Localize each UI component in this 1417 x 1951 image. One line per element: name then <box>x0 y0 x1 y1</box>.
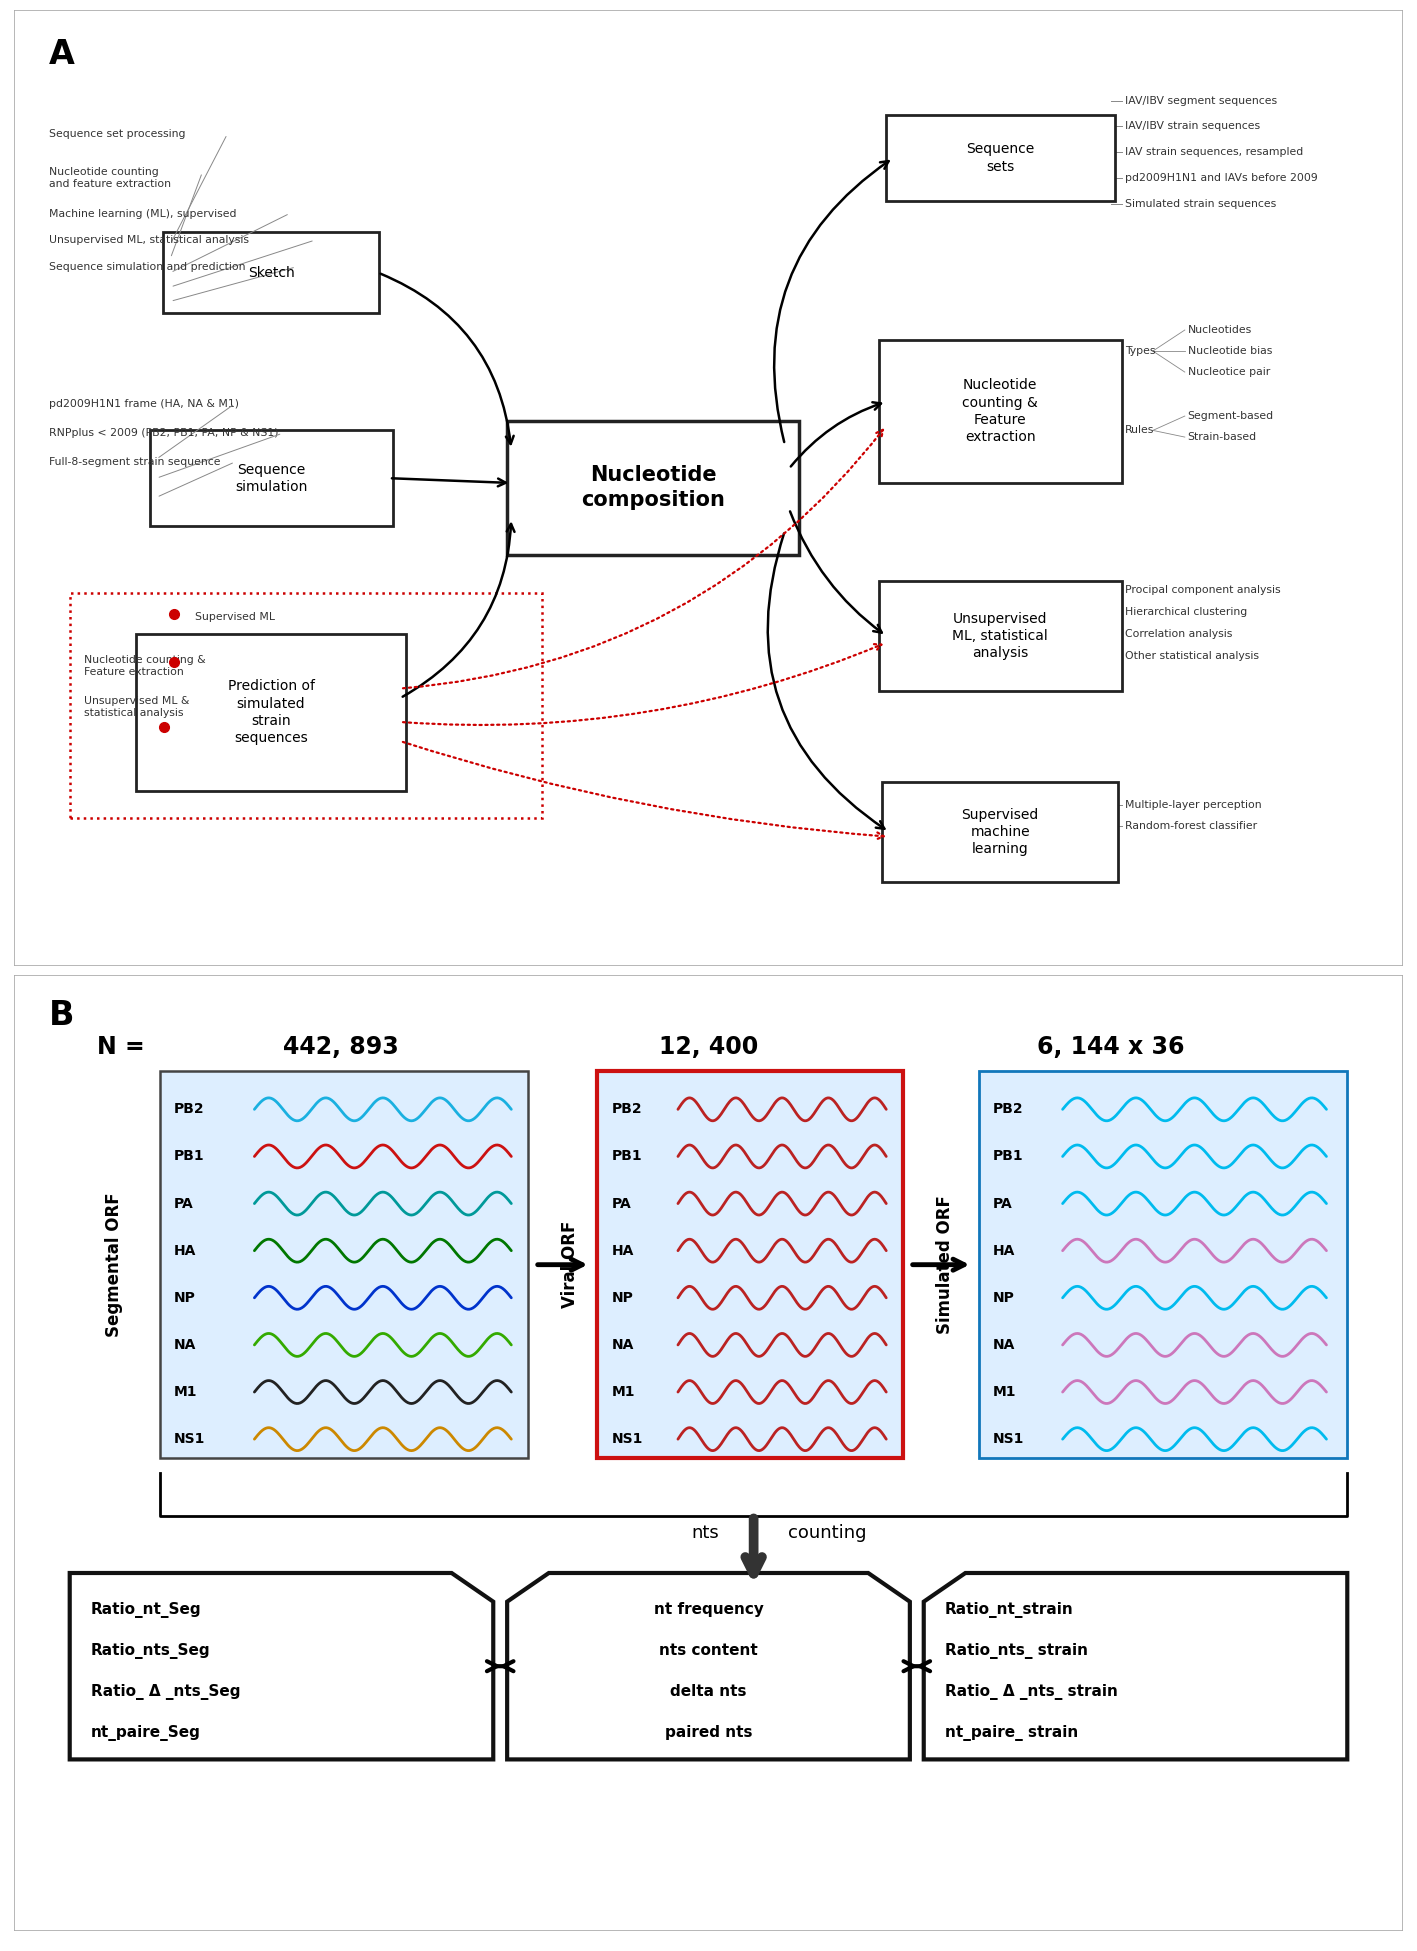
Text: HA: HA <box>993 1243 1016 1258</box>
Text: Multiple-layer perception: Multiple-layer perception <box>1125 800 1261 810</box>
Polygon shape <box>924 1573 1348 1760</box>
Text: Sketch: Sketch <box>248 265 295 279</box>
Text: nts content: nts content <box>659 1643 758 1658</box>
Text: B: B <box>48 999 74 1032</box>
Text: pd2009H1N1 and IAVs before 2009: pd2009H1N1 and IAVs before 2009 <box>1125 174 1318 183</box>
Text: IAV/IBV strain sequences: IAV/IBV strain sequences <box>1125 121 1260 131</box>
Text: Sequence
simulation: Sequence simulation <box>235 462 307 494</box>
Text: NS1: NS1 <box>611 1432 643 1446</box>
Text: Nucleotide bias: Nucleotide bias <box>1187 345 1272 355</box>
Text: Nucleotide
counting &
Feature
extraction: Nucleotide counting & Feature extraction <box>962 378 1039 445</box>
Text: Unsupervised ML &
statistical analysis: Unsupervised ML & statistical analysis <box>84 697 188 718</box>
Text: M1: M1 <box>174 1385 197 1399</box>
Text: pd2009H1N1 frame (HA, NA & M1): pd2009H1N1 frame (HA, NA & M1) <box>48 398 239 410</box>
Text: Random-forest classifier: Random-forest classifier <box>1125 821 1257 831</box>
Text: Segment-based: Segment-based <box>1187 412 1274 421</box>
Text: nt_paire_ strain: nt_paire_ strain <box>945 1725 1078 1740</box>
Text: Nucleotice pair: Nucleotice pair <box>1187 367 1270 377</box>
Text: PB1: PB1 <box>611 1149 642 1163</box>
Text: Nucleotides: Nucleotides <box>1187 326 1251 336</box>
Polygon shape <box>69 1573 493 1760</box>
Text: Supervised ML: Supervised ML <box>194 613 275 622</box>
Text: 12, 400: 12, 400 <box>659 1036 758 1059</box>
Text: Simulated ORF: Simulated ORF <box>935 1196 954 1334</box>
FancyBboxPatch shape <box>879 339 1122 484</box>
Text: Unsupervised ML, statistical analysis: Unsupervised ML, statistical analysis <box>48 236 249 246</box>
FancyBboxPatch shape <box>886 115 1115 201</box>
FancyBboxPatch shape <box>163 232 378 314</box>
Text: HA: HA <box>611 1243 633 1258</box>
Text: Other statistical analysis: Other statistical analysis <box>1125 652 1260 661</box>
Text: nt_paire_Seg: nt_paire_Seg <box>91 1725 200 1740</box>
FancyBboxPatch shape <box>879 581 1122 691</box>
Text: Sequence simulation and prediction: Sequence simulation and prediction <box>48 261 245 271</box>
Text: Ratio_nt_Seg: Ratio_nt_Seg <box>91 1602 201 1617</box>
Text: Nucleotide
composition: Nucleotide composition <box>581 466 726 509</box>
Text: Segmental ORF: Segmental ORF <box>105 1192 123 1336</box>
Text: Nucleotide counting &
Feature extraction: Nucleotide counting & Feature extraction <box>84 656 205 677</box>
Text: PB2: PB2 <box>174 1102 204 1116</box>
Text: Ratio_nts_ strain: Ratio_nts_ strain <box>945 1643 1088 1658</box>
FancyBboxPatch shape <box>881 782 1118 882</box>
Text: Ratio_ Δ _nts_ strain: Ratio_ Δ _nts_ strain <box>945 1684 1118 1699</box>
Text: delta nts: delta nts <box>670 1684 747 1699</box>
Text: IAV strain sequences, resampled: IAV strain sequences, resampled <box>1125 146 1304 158</box>
FancyBboxPatch shape <box>150 431 393 527</box>
Text: NP: NP <box>993 1292 1015 1305</box>
Text: Supervised
machine
learning: Supervised machine learning <box>962 808 1039 856</box>
Text: Prediction of
simulated
strain
sequences: Prediction of simulated strain sequences <box>228 679 315 745</box>
Text: PB1: PB1 <box>174 1149 204 1163</box>
Text: Rules: Rules <box>1125 425 1155 435</box>
Text: 6, 144 x 36: 6, 144 x 36 <box>1037 1036 1185 1059</box>
Bar <box>598 1071 903 1457</box>
Text: Types: Types <box>1125 345 1156 355</box>
Text: IAV/IBV segment sequences: IAV/IBV segment sequences <box>1125 96 1277 105</box>
Text: NA: NA <box>174 1338 196 1352</box>
Text: M1: M1 <box>993 1385 1016 1399</box>
Text: NS1: NS1 <box>993 1432 1024 1446</box>
Text: Full-8-segment strain sequence: Full-8-segment strain sequence <box>48 457 221 466</box>
Text: Sequence
sets: Sequence sets <box>966 142 1034 174</box>
Text: Ratio_ Δ _nts_Seg: Ratio_ Δ _nts_Seg <box>91 1684 239 1699</box>
Text: PB1: PB1 <box>993 1149 1024 1163</box>
Text: HA: HA <box>174 1243 196 1258</box>
Bar <box>979 1071 1348 1457</box>
Text: RNPplus < 2009 (PB2, PB1, PA, NP & NS1): RNPplus < 2009 (PB2, PB1, PA, NP & NS1) <box>48 429 278 439</box>
FancyBboxPatch shape <box>136 634 407 792</box>
Text: Ratio_nts_Seg: Ratio_nts_Seg <box>91 1643 210 1658</box>
Text: A: A <box>48 39 75 72</box>
Text: NA: NA <box>993 1338 1016 1352</box>
Text: Simulated strain sequences: Simulated strain sequences <box>1125 199 1277 209</box>
Text: NP: NP <box>174 1292 196 1305</box>
Text: nts: nts <box>691 1524 718 1541</box>
Text: NP: NP <box>611 1292 633 1305</box>
Text: Ratio_nt_strain: Ratio_nt_strain <box>945 1602 1073 1617</box>
Text: N =: N = <box>98 1036 145 1059</box>
Text: M1: M1 <box>611 1385 635 1399</box>
FancyBboxPatch shape <box>507 421 799 554</box>
Text: Unsupervised
ML, statistical
analysis: Unsupervised ML, statistical analysis <box>952 611 1049 659</box>
Text: paired nts: paired nts <box>665 1725 752 1740</box>
Text: NA: NA <box>611 1338 633 1352</box>
Text: Machine learning (ML), supervised: Machine learning (ML), supervised <box>48 209 237 219</box>
Text: counting: counting <box>788 1524 867 1541</box>
Text: Nucleotide counting
and feature extraction: Nucleotide counting and feature extracti… <box>48 168 171 189</box>
Bar <box>69 593 541 817</box>
Text: 442, 893: 442, 893 <box>282 1036 398 1059</box>
Text: PA: PA <box>174 1196 194 1210</box>
Text: Viral ORF: Viral ORF <box>561 1221 578 1309</box>
Text: PB2: PB2 <box>611 1102 642 1116</box>
Text: nt frequency: nt frequency <box>653 1602 764 1617</box>
Text: Procipal component analysis: Procipal component analysis <box>1125 585 1281 595</box>
Text: Sequence set processing: Sequence set processing <box>48 129 186 139</box>
Text: PA: PA <box>993 1196 1013 1210</box>
Bar <box>160 1071 529 1457</box>
Text: Hierarchical clustering: Hierarchical clustering <box>1125 607 1247 617</box>
Text: Strain-based: Strain-based <box>1187 431 1257 443</box>
Text: NS1: NS1 <box>174 1432 205 1446</box>
Text: PB2: PB2 <box>993 1102 1024 1116</box>
Text: Correlation analysis: Correlation analysis <box>1125 628 1233 640</box>
Text: PA: PA <box>611 1196 631 1210</box>
Polygon shape <box>507 1573 910 1760</box>
